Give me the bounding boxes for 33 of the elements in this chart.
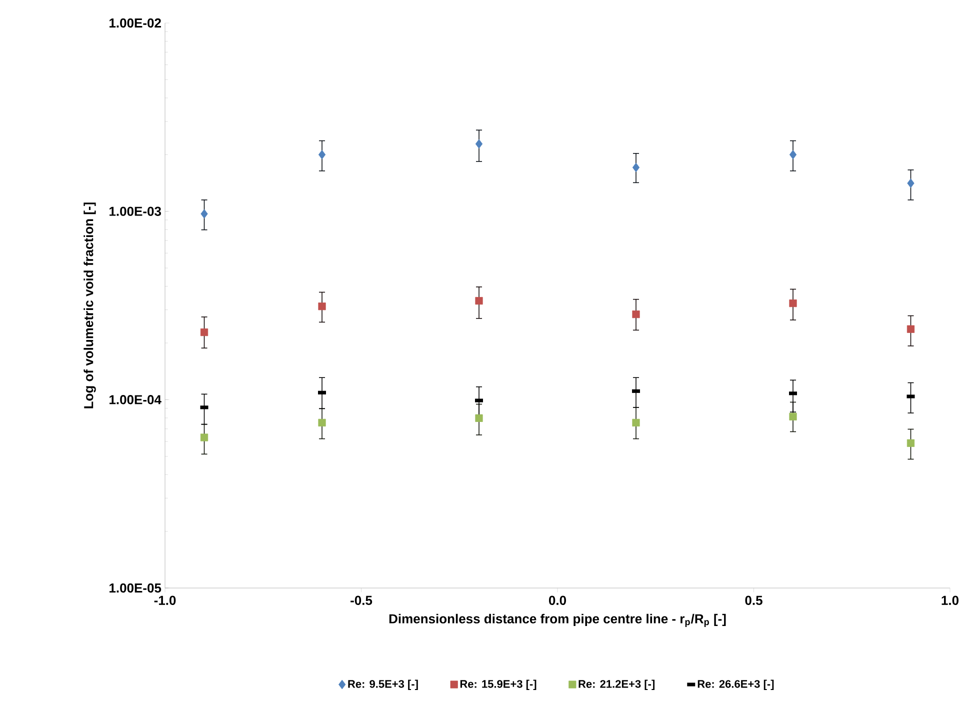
- legend-label: Re: 26.6E+3 [-]: [698, 680, 774, 690]
- x-tick-label: -1.0: [154, 596, 176, 605]
- legend-label: Re: 15.9E+3 [-]: [460, 680, 536, 690]
- y-axis-title: Log of volumetric void fraction [-]: [84, 202, 96, 408]
- point: [789, 150, 797, 160]
- point: [318, 302, 326, 310]
- x-axis-title: Dimensionless distance from pipe centre line - r$_{p}$/R$_{p}$ [-]: [389, 614, 726, 627]
- point: [475, 139, 483, 149]
- point: [632, 310, 640, 318]
- x-tick-label: 0.0: [548, 596, 566, 605]
- point: [318, 150, 326, 160]
- point: [475, 296, 483, 305]
- point: [907, 178, 914, 188]
- legend-label: Re: 21.2E+3 [-]: [578, 680, 655, 690]
- point: [789, 299, 797, 308]
- point: [632, 162, 640, 172]
- point: [475, 414, 483, 422]
- legend-label: Re: 9.5E+3 [-]: [348, 680, 418, 690]
- y-tick-label: 1.00E-05: [110, 583, 162, 593]
- point: [906, 439, 915, 447]
- x-tick-label: 0.5: [745, 596, 762, 605]
- point: [632, 418, 640, 426]
- point: [200, 209, 208, 219]
- y-tick-label: 1.00E-02: [110, 18, 161, 28]
- point: [200, 328, 208, 336]
- point: [200, 434, 208, 442]
- point: [318, 418, 326, 426]
- point: [789, 412, 797, 420]
- point: [906, 325, 915, 333]
- y-tick-label: 1.00E-03: [110, 206, 161, 216]
- y-tick-label: 1.00E-04: [110, 395, 162, 404]
- x-tick-label: 1.0: [942, 596, 959, 605]
- x-tick-label: -0.5: [350, 596, 372, 605]
